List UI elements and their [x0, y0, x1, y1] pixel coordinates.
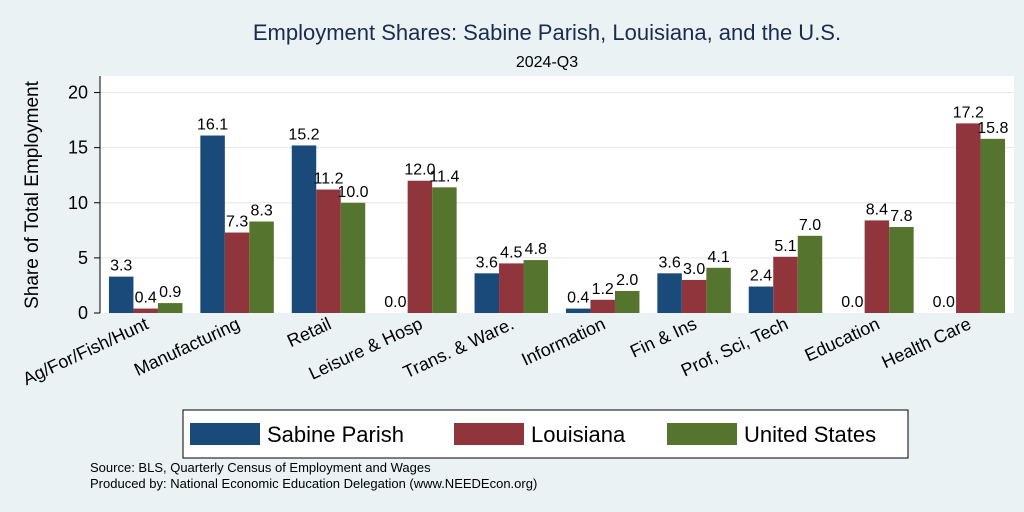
bar: [224, 232, 250, 313]
bar-value-label: 4.5: [500, 244, 522, 261]
bar: [432, 187, 457, 313]
bar-value-label: 8.4: [866, 201, 888, 218]
bar-value-label: 0.0: [841, 294, 863, 311]
bar-value-label: 7.8: [890, 208, 912, 225]
bar-value-label: 8.3: [250, 203, 272, 220]
bar: [681, 279, 707, 313]
bar: [657, 273, 682, 313]
chart-subtitle: 2024-Q3: [516, 54, 578, 71]
bar-value-label: 16.1: [197, 117, 228, 134]
bar: [590, 299, 615, 313]
bar: [316, 189, 341, 313]
x-tick-label: Retail: [284, 313, 334, 351]
legend: [182, 409, 909, 459]
bar-value-label: 4.1: [707, 249, 729, 266]
bar: [706, 267, 731, 313]
bar-value-label: 0.9: [159, 284, 181, 301]
bar-value-label: 17.2: [953, 104, 984, 121]
bar-value-label: 10.0: [337, 184, 368, 201]
chart-title: Employment Shares: Sabine Parish, Louisi…: [253, 20, 841, 45]
y-tick-label: 10: [68, 193, 88, 213]
produced-note: Produced by: National Economic Education…: [90, 476, 537, 491]
bar-value-label: 15.8: [977, 120, 1008, 137]
bar-value-label: 5.1: [774, 238, 796, 255]
bar: [748, 286, 774, 313]
bar-value-label: 12.0: [404, 162, 435, 179]
legend-swatch: [667, 423, 737, 445]
legend-label: Sabine Parish: [267, 422, 404, 447]
bar: [797, 235, 823, 313]
bar: [291, 145, 317, 313]
x-tick-label: Ag/For/Fish/Hunt: [20, 313, 152, 389]
bar: [157, 303, 183, 313]
bar: [864, 220, 890, 313]
bar: [614, 290, 640, 313]
bar-value-label: 3.6: [658, 254, 680, 271]
bar: [889, 227, 914, 313]
bars: [108, 123, 1006, 314]
y-tick-label: 15: [68, 138, 88, 158]
bar: [980, 138, 1006, 313]
data-labels: 3.30.4 0.916.17.38.315.211.210.00.012.011…: [110, 104, 1008, 311]
bar: [499, 263, 524, 313]
bar-value-label: 2.0: [616, 272, 638, 289]
y-tick-label: 20: [68, 83, 88, 103]
bar: [565, 308, 591, 313]
bar-value-label: 15.2: [288, 126, 319, 143]
legend-label: United States: [744, 422, 876, 447]
bar: [773, 256, 798, 313]
x-tick-label: Health Care: [878, 313, 974, 372]
x-tick-label: Information: [518, 313, 608, 369]
legend-swatch: [454, 423, 524, 445]
bar: [956, 123, 981, 314]
legend-label: Louisiana: [531, 422, 626, 447]
bar: [133, 308, 158, 313]
bar-value-label: 3.0: [683, 261, 705, 278]
x-tick-label: Fin & Ins: [627, 313, 700, 361]
x-tick-label: Education: [802, 313, 883, 365]
bar-value-label: 7.0: [799, 217, 821, 234]
bar: [249, 221, 274, 313]
legend-items: Sabine Parish Louisiana United States: [190, 422, 876, 447]
bar: [108, 276, 134, 313]
bar-value-label: 3.6: [476, 254, 498, 271]
source-note: Source: BLS, Quarterly Census of Employm…: [90, 460, 431, 475]
bar: [200, 135, 225, 313]
bar-value-label: 1.2: [592, 281, 614, 298]
bar-value-label: 2.4: [750, 268, 772, 285]
y-tick-label: 0: [78, 303, 88, 323]
bar-value-label: 3.3: [110, 258, 132, 275]
legend-swatch: [190, 423, 260, 445]
bar-value-label: 11.4: [429, 168, 459, 185]
y-axis-label: Share of Total Employment: [22, 80, 43, 308]
x-tick-label: Manufacturing: [131, 313, 243, 379]
bar-value-label: 0.4: [135, 290, 157, 307]
y-axis-ticks: 0 5 10 15 20: [68, 83, 100, 323]
bar: [407, 180, 433, 313]
bar-value-label: 0.4: [567, 290, 589, 307]
bar-value-label: 7.3: [226, 214, 248, 231]
bar-value-label: 4.8: [525, 241, 547, 258]
bar: [474, 273, 500, 313]
bar: [523, 260, 549, 313]
bar-value-label: 11.2: [314, 171, 344, 188]
y-tick-label: 5: [78, 248, 88, 268]
bar: [340, 202, 366, 313]
bar-value-label: 0.0: [384, 294, 406, 311]
bar-value-label: 0.0: [933, 294, 955, 311]
